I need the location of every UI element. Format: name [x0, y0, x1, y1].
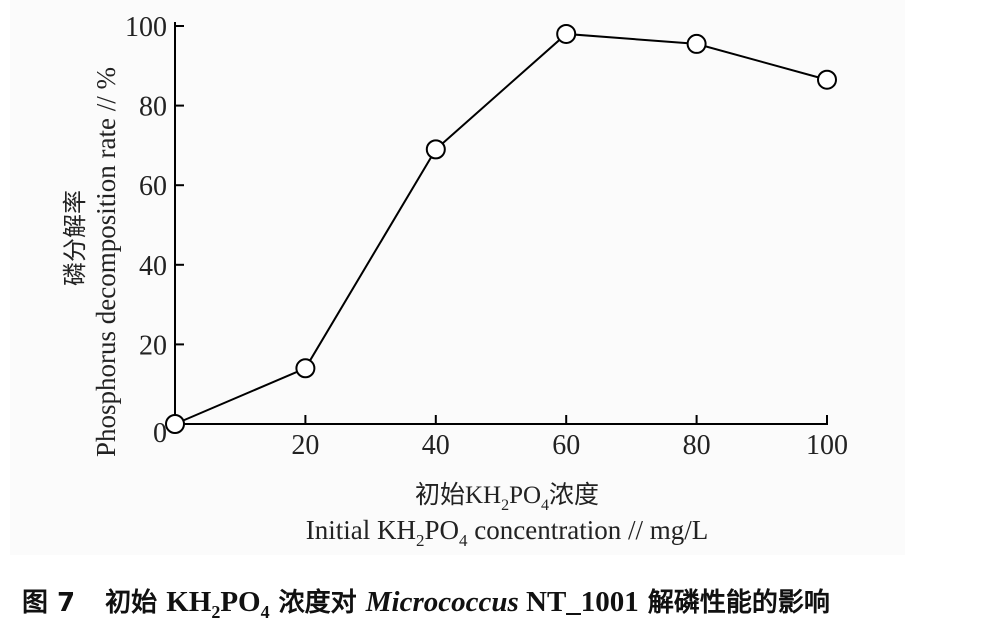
y-tick-label: 100: [125, 12, 167, 43]
chart-area: 20 40 60 80 100 0 20 40 60 80 100 Phosphorus deco…: [10, 0, 905, 555]
data-point: [425, 139, 446, 160]
y-tick-label: 20: [139, 330, 167, 361]
y-axis-title-cn: 磷分解率: [62, 190, 89, 286]
caption-strain: NT_1001: [518, 586, 639, 618]
figure-caption: 图 7 初始 KH2PO4 浓度对 Micrococcus NT_1001 解磷性…: [22, 582, 830, 622]
figure-number: 图 7: [22, 588, 76, 618]
data-point: [817, 69, 837, 90]
data-point: [165, 414, 185, 434]
x-tick-label: 80: [683, 430, 711, 461]
tick-marks: [175, 25, 828, 424]
x-axis-title-cn: 初始KH2PO4浓度: [415, 481, 599, 514]
data-point: [556, 23, 577, 44]
y-axis-title-en: Phosphorus decomposition rate // %: [91, 67, 121, 457]
caption-formula-kh: KH: [166, 586, 212, 618]
caption-formula-po: PO: [220, 586, 261, 618]
caption-formula-sub1: 2: [211, 602, 221, 622]
axes: [174, 22, 828, 425]
caption-formula-sub2: 4: [260, 602, 270, 622]
caption-text-1: 初始: [105, 588, 167, 618]
caption-organism: Micrococcus: [365, 586, 519, 618]
x-tick-labels: 20 40 60 80 100: [291, 430, 848, 461]
y-tick-label: 40: [139, 251, 167, 282]
y-tick-label: 80: [139, 92, 167, 123]
line-chart: 20 40 60 80 100 0 20 40 60 80 100 Phosphorus deco…: [62, 12, 848, 550]
caption-text-2: 浓度对: [269, 588, 366, 618]
x-tick-label: 40: [422, 430, 450, 461]
series-line: [174, 32, 828, 425]
data-series: [165, 23, 837, 434]
y-tick-label: 0: [153, 418, 167, 449]
x-tick-label: 60: [552, 430, 580, 461]
caption-text-3: 解磷性能的影响: [638, 588, 830, 618]
x-tick-label: 20: [291, 430, 319, 461]
data-point: [686, 33, 707, 54]
y-tick-label: 60: [139, 171, 167, 202]
x-axis-title-en: Initial KH2PO4 concentration // mg/L: [306, 515, 708, 550]
y-tick-labels: 0 20 40 60 80 100: [125, 12, 167, 449]
data-point: [295, 358, 316, 379]
x-tick-label: 100: [806, 430, 848, 461]
